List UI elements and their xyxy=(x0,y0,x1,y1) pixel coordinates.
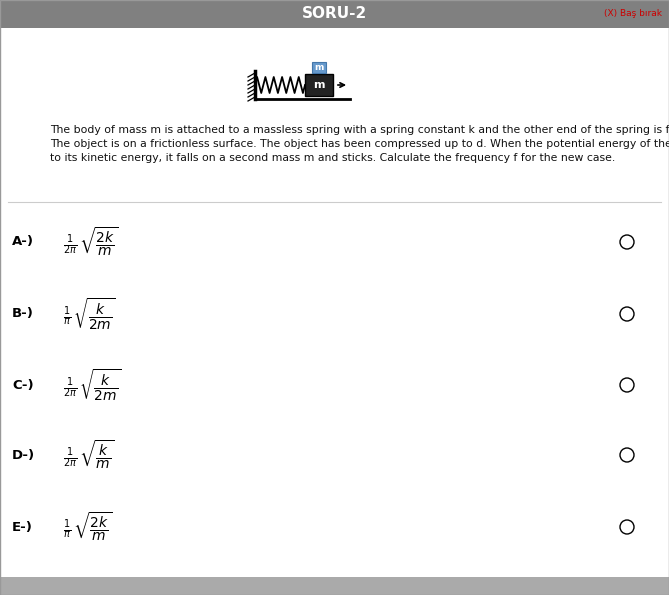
Text: D-): D-) xyxy=(12,449,35,462)
Text: The object is on a frictionless surface. The object has been compressed up to d.: The object is on a frictionless surface.… xyxy=(50,139,669,149)
Text: m: m xyxy=(313,80,324,90)
Text: The body of mass m is attached to a massless spring with a spring constant k and: The body of mass m is attached to a mass… xyxy=(50,125,669,135)
Text: SORU-2: SORU-2 xyxy=(302,7,367,21)
Bar xyxy=(0,577,669,595)
Text: B-): B-) xyxy=(12,308,34,321)
Bar xyxy=(0,0,669,28)
Text: E-): E-) xyxy=(12,521,33,534)
Text: m: m xyxy=(314,63,324,72)
Text: to its kinetic energy, it falls on a second mass m and sticks. Calculate the fre: to its kinetic energy, it falls on a sec… xyxy=(50,153,615,163)
Text: A-): A-) xyxy=(12,236,34,249)
Bar xyxy=(305,74,333,96)
Text: $\frac{1}{2\pi}\,\sqrt{\dfrac{k}{m}}$: $\frac{1}{2\pi}\,\sqrt{\dfrac{k}{m}}$ xyxy=(63,439,115,471)
Text: C-): C-) xyxy=(12,378,33,392)
Text: (X) Baş bırak: (X) Baş bırak xyxy=(604,10,662,18)
Text: $\frac{1}{2\pi}\,\sqrt{\dfrac{2k}{m}}$: $\frac{1}{2\pi}\,\sqrt{\dfrac{2k}{m}}$ xyxy=(63,226,118,258)
Text: $\frac{1}{2\pi}\,\sqrt{\dfrac{k}{2m}}$: $\frac{1}{2\pi}\,\sqrt{\dfrac{k}{2m}}$ xyxy=(63,367,122,403)
Text: $\frac{1}{\pi}\,\sqrt{\dfrac{2k}{m}}$: $\frac{1}{\pi}\,\sqrt{\dfrac{2k}{m}}$ xyxy=(63,511,112,543)
Bar xyxy=(312,62,326,73)
Text: $\frac{1}{\pi}\,\sqrt{\dfrac{k}{2m}}$: $\frac{1}{\pi}\,\sqrt{\dfrac{k}{2m}}$ xyxy=(63,296,116,332)
